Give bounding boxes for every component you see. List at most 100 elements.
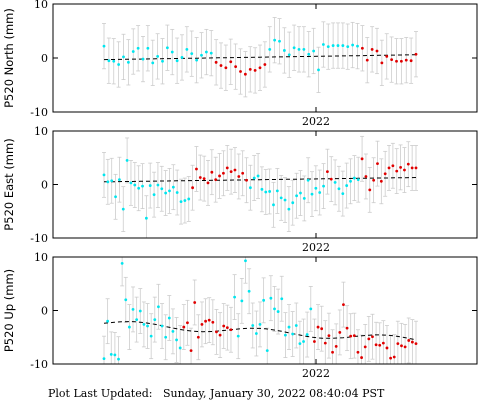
data-point — [124, 298, 128, 302]
data-point — [352, 176, 356, 180]
data-point — [333, 180, 337, 184]
data-point — [310, 192, 314, 196]
data-point — [110, 179, 114, 183]
data-point — [331, 44, 335, 47]
data-point — [141, 57, 145, 61]
data-point — [187, 197, 191, 201]
data-point — [175, 338, 178, 342]
footer-timestamp: Sunday, January 30, 2022 08:40:04 PST — [162, 387, 385, 400]
data-point — [204, 319, 207, 323]
data-point — [125, 159, 129, 162]
data-point — [131, 308, 135, 311]
data-point — [219, 64, 223, 67]
data-point — [210, 170, 214, 174]
data-point — [278, 39, 281, 43]
data-point — [186, 321, 189, 325]
data-point — [193, 301, 197, 304]
data-point — [356, 178, 360, 182]
data-point — [380, 61, 384, 65]
data-point — [200, 323, 204, 326]
y-tick-label: 10 — [34, 125, 48, 138]
data-point — [253, 69, 257, 72]
data-point — [317, 68, 320, 72]
data-point — [202, 177, 206, 181]
data-point — [299, 191, 302, 195]
data-point — [360, 46, 364, 50]
data-point — [309, 307, 313, 311]
data-point — [400, 344, 403, 348]
y-tick-label: -10 — [30, 232, 48, 245]
data-point — [320, 327, 324, 331]
data-point — [291, 201, 295, 205]
data-point — [275, 189, 279, 193]
data-point — [112, 59, 116, 63]
data-point — [190, 52, 194, 56]
data-point — [407, 339, 411, 342]
data-point — [360, 356, 363, 359]
plot-footer: Plot Last Updated: Sunday, January 30, 2… — [48, 387, 384, 400]
data-point — [178, 346, 182, 350]
data-point — [364, 175, 368, 178]
data-point — [387, 166, 391, 170]
data-point — [396, 342, 400, 346]
data-point — [302, 47, 306, 51]
data-point — [260, 187, 264, 191]
data-point — [218, 333, 222, 337]
data-point — [254, 332, 258, 335]
data-point — [160, 324, 164, 328]
y-tick-label: 0 — [41, 52, 48, 65]
data-point — [283, 333, 287, 337]
data-point — [385, 346, 389, 350]
data-point — [198, 176, 202, 179]
data-point — [133, 183, 137, 187]
data-point — [164, 335, 168, 339]
y-tick-label: 10 — [34, 251, 48, 264]
data-point — [313, 340, 316, 343]
data-point — [295, 194, 298, 198]
data-point — [243, 72, 247, 76]
data-point — [209, 51, 213, 55]
data-point — [224, 66, 228, 70]
data-point — [214, 60, 218, 64]
data-point — [371, 335, 374, 339]
data-point — [312, 49, 316, 53]
data-point — [236, 334, 240, 338]
data-point — [106, 319, 110, 323]
data-point — [109, 352, 113, 356]
data-point — [168, 189, 171, 193]
data-point — [152, 193, 156, 197]
data-point — [126, 60, 130, 64]
data-point — [247, 289, 251, 293]
data-point — [171, 185, 175, 189]
data-point — [356, 350, 360, 354]
data-point — [151, 61, 155, 65]
data-point — [383, 172, 387, 176]
data-point — [379, 179, 383, 183]
data-point — [191, 186, 194, 190]
data-point — [244, 259, 247, 263]
data-point — [321, 43, 325, 46]
data-point — [404, 58, 408, 62]
chart-panel-1: 10 0 -10 2022 P520 North (mm) — [2, 0, 478, 128]
footer-label: Plot Last Updated: — [48, 387, 153, 400]
data-point — [326, 45, 330, 49]
data-point — [307, 52, 311, 56]
data-point — [302, 340, 305, 343]
data-point — [331, 350, 334, 354]
data-point — [392, 355, 396, 359]
data-point — [214, 178, 218, 182]
data-point — [334, 344, 338, 348]
data-point — [326, 170, 329, 174]
data-point — [322, 184, 325, 188]
data-point — [395, 169, 399, 173]
data-point — [175, 59, 179, 63]
data-point — [356, 44, 359, 48]
data-point — [273, 38, 277, 42]
data-point — [229, 60, 233, 64]
data-point — [120, 262, 124, 265]
data-point — [403, 168, 406, 172]
data-point — [273, 307, 276, 311]
data-point — [229, 170, 233, 174]
data-point — [233, 295, 237, 299]
